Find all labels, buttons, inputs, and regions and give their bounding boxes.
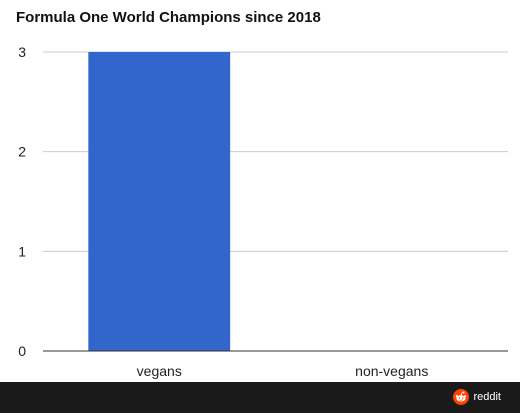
x-tick-label: vegans — [137, 363, 182, 379]
bar-chart: 0 1 2 3 vegans non-vegans — [18, 44, 508, 379]
y-tick-label: 0 — [18, 343, 26, 359]
footer-bar: reddit — [0, 382, 520, 413]
reddit-wordmark: reddit — [473, 391, 501, 403]
reddit-brand[interactable]: reddit — [453, 389, 501, 405]
y-tick-label: 3 — [18, 44, 26, 60]
y-tick-label: 2 — [18, 144, 26, 160]
y-tick-label: 1 — [18, 243, 26, 259]
chart-container: Formula One World Champions since 2018 0… — [16, 9, 508, 379]
x-tick-label: non-vegans — [355, 363, 428, 379]
chart-title: Formula One World Champions since 2018 — [16, 9, 321, 26]
reddit-alien-icon — [453, 389, 470, 405]
bar-vegans — [88, 52, 231, 351]
